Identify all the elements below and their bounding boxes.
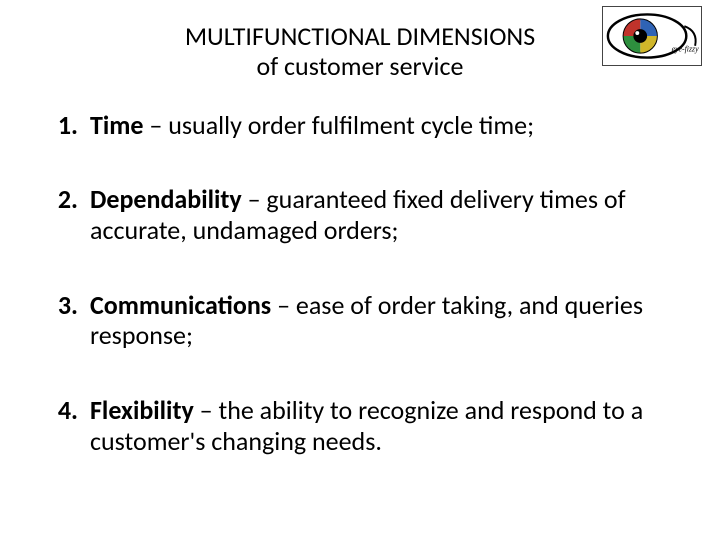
item-number: 1. (50, 110, 90, 141)
brand-logo: eye-fizzy (602, 6, 702, 66)
item-number: 4. (50, 395, 90, 456)
item-body: Time – usually order fulfilment cycle ti… (90, 110, 670, 141)
item-sep: – (144, 109, 169, 141)
item-body: Communications – ease of order taking, a… (90, 290, 670, 351)
list-item: 1. Time – usually order fulfilment cycle… (50, 110, 670, 141)
item-sep: – (242, 183, 267, 215)
title-block: MULTIFUNCTIONAL DIMENSIONS of customer s… (185, 16, 535, 82)
title-line-2: of customer service (185, 52, 535, 82)
item-desc: usually order fulfilment cycle time; (168, 109, 534, 141)
item-number: 2. (50, 184, 90, 245)
header: MULTIFUNCTIONAL DIMENSIONS of customer s… (0, 0, 720, 82)
item-body: Dependability – guaranteed fixed deliver… (90, 184, 670, 245)
eye-icon: eye-fizzy (603, 6, 701, 66)
title-line-1: MULTIFUNCTIONAL DIMENSIONS (185, 22, 535, 52)
item-term: Communications (90, 289, 271, 321)
item-sep: – (194, 394, 219, 426)
dimensions-list: 1. Time – usually order fulfilment cycle… (0, 82, 720, 457)
list-item: 3. Communications – ease of order taking… (50, 290, 670, 351)
item-term: Flexibility (90, 394, 194, 426)
list-item: 2. Dependability – guaranteed fixed deli… (50, 184, 670, 245)
item-number: 3. (50, 290, 90, 351)
item-term: Dependability (90, 183, 242, 215)
list-item: 4. Flexibility – the ability to recogniz… (50, 395, 670, 456)
item-term: Time (90, 109, 144, 141)
item-body: Flexibility – the ability to recognize a… (90, 395, 670, 456)
brand-text: eye-fizzy (672, 45, 699, 54)
item-sep: – (271, 289, 296, 321)
